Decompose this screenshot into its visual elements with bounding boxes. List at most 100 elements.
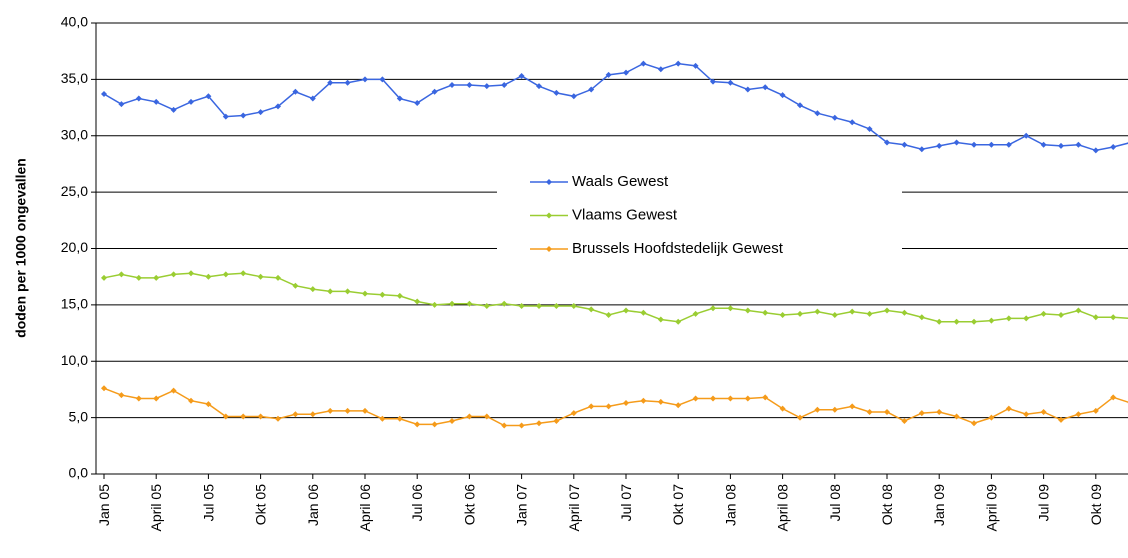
data-point <box>640 309 647 316</box>
data-point <box>884 139 890 146</box>
data-point <box>1005 315 1012 322</box>
data-point <box>101 91 107 98</box>
data-point <box>275 274 281 281</box>
data-point <box>188 397 194 404</box>
data-point <box>797 414 803 421</box>
data-point <box>344 288 351 295</box>
data-point <box>536 83 542 90</box>
data-point <box>431 301 438 308</box>
data-point <box>1110 314 1117 321</box>
data-point <box>727 305 734 312</box>
data-point <box>936 408 943 415</box>
series-line <box>103 387 1128 427</box>
data-point <box>553 303 560 310</box>
y-tick-label: 30,0 <box>61 126 88 142</box>
x-tick-label: Okt 06 <box>461 484 477 525</box>
legend-label: Vlaams Gewest <box>572 206 678 223</box>
data-point <box>953 139 960 146</box>
data-point <box>710 305 716 312</box>
data-point <box>466 82 473 89</box>
data-point <box>309 286 316 293</box>
data-point <box>918 314 925 321</box>
data-point <box>153 395 160 402</box>
data-point <box>396 292 403 299</box>
data-point <box>866 408 873 415</box>
data-point <box>918 146 925 153</box>
data-point <box>675 402 682 409</box>
data-point <box>605 403 612 410</box>
data-point <box>727 395 734 402</box>
data-point <box>205 93 212 100</box>
data-point <box>831 406 838 413</box>
data-point <box>692 395 699 402</box>
data-point <box>779 405 786 412</box>
data-point <box>936 142 943 149</box>
data-point <box>188 98 194 105</box>
y-tick-label: 35,0 <box>61 70 88 86</box>
data-point <box>553 418 560 425</box>
data-point <box>153 98 160 105</box>
data-point <box>1040 408 1047 415</box>
data-point <box>518 303 525 310</box>
data-point <box>483 413 490 420</box>
series-line <box>103 272 1128 323</box>
data-point <box>135 95 142 102</box>
data-point <box>814 308 821 315</box>
data-point <box>866 125 873 132</box>
data-point <box>936 318 943 325</box>
data-point <box>188 270 194 277</box>
data-point <box>1075 307 1082 314</box>
data-point <box>605 312 612 319</box>
data-point <box>884 408 890 415</box>
data-point <box>675 318 682 325</box>
data-point <box>762 394 769 401</box>
data-point <box>449 300 455 307</box>
data-point <box>309 95 316 102</box>
data-point <box>692 62 699 69</box>
data-point <box>657 66 664 73</box>
data-point <box>640 60 647 67</box>
data-point <box>414 298 421 305</box>
data-point <box>1040 310 1047 317</box>
y-tick-label: 25,0 <box>61 183 88 199</box>
data-point <box>570 303 577 310</box>
x-tick-label: Okt 08 <box>879 484 895 525</box>
data-point <box>379 291 386 298</box>
data-point <box>623 69 629 76</box>
data-point <box>327 407 334 414</box>
data-point <box>762 84 769 91</box>
data-point <box>849 308 856 315</box>
data-point <box>1040 141 1047 148</box>
data-point <box>536 303 542 310</box>
data-point <box>170 271 177 278</box>
x-tick-label: Jul 07 <box>618 484 634 522</box>
x-tick-label: April 08 <box>775 484 791 532</box>
data-point <box>953 318 960 325</box>
data-point <box>292 411 299 418</box>
data-point <box>710 78 716 85</box>
y-tick-label: 20,0 <box>61 239 88 255</box>
data-point <box>222 413 229 420</box>
data-point <box>135 274 142 281</box>
data-point <box>849 403 856 410</box>
data-point <box>275 103 281 110</box>
data-point <box>623 399 629 406</box>
data-point <box>309 411 316 418</box>
y-axis-title: doden per 1000 ongevallen <box>13 158 29 338</box>
legend-marker <box>546 179 552 185</box>
data-point <box>570 410 577 417</box>
data-point <box>257 413 264 420</box>
x-tick-label: April 06 <box>357 484 373 532</box>
data-point <box>692 310 699 317</box>
data-point <box>118 271 125 278</box>
data-point <box>1023 411 1030 418</box>
x-tick-label: April 07 <box>566 484 582 532</box>
x-tick-label: Jan 06 <box>305 484 321 526</box>
data-point <box>101 274 107 281</box>
data-point <box>292 282 299 289</box>
data-point <box>1058 416 1064 423</box>
data-point <box>275 415 281 422</box>
data-point <box>362 290 368 297</box>
data-point <box>588 306 595 313</box>
